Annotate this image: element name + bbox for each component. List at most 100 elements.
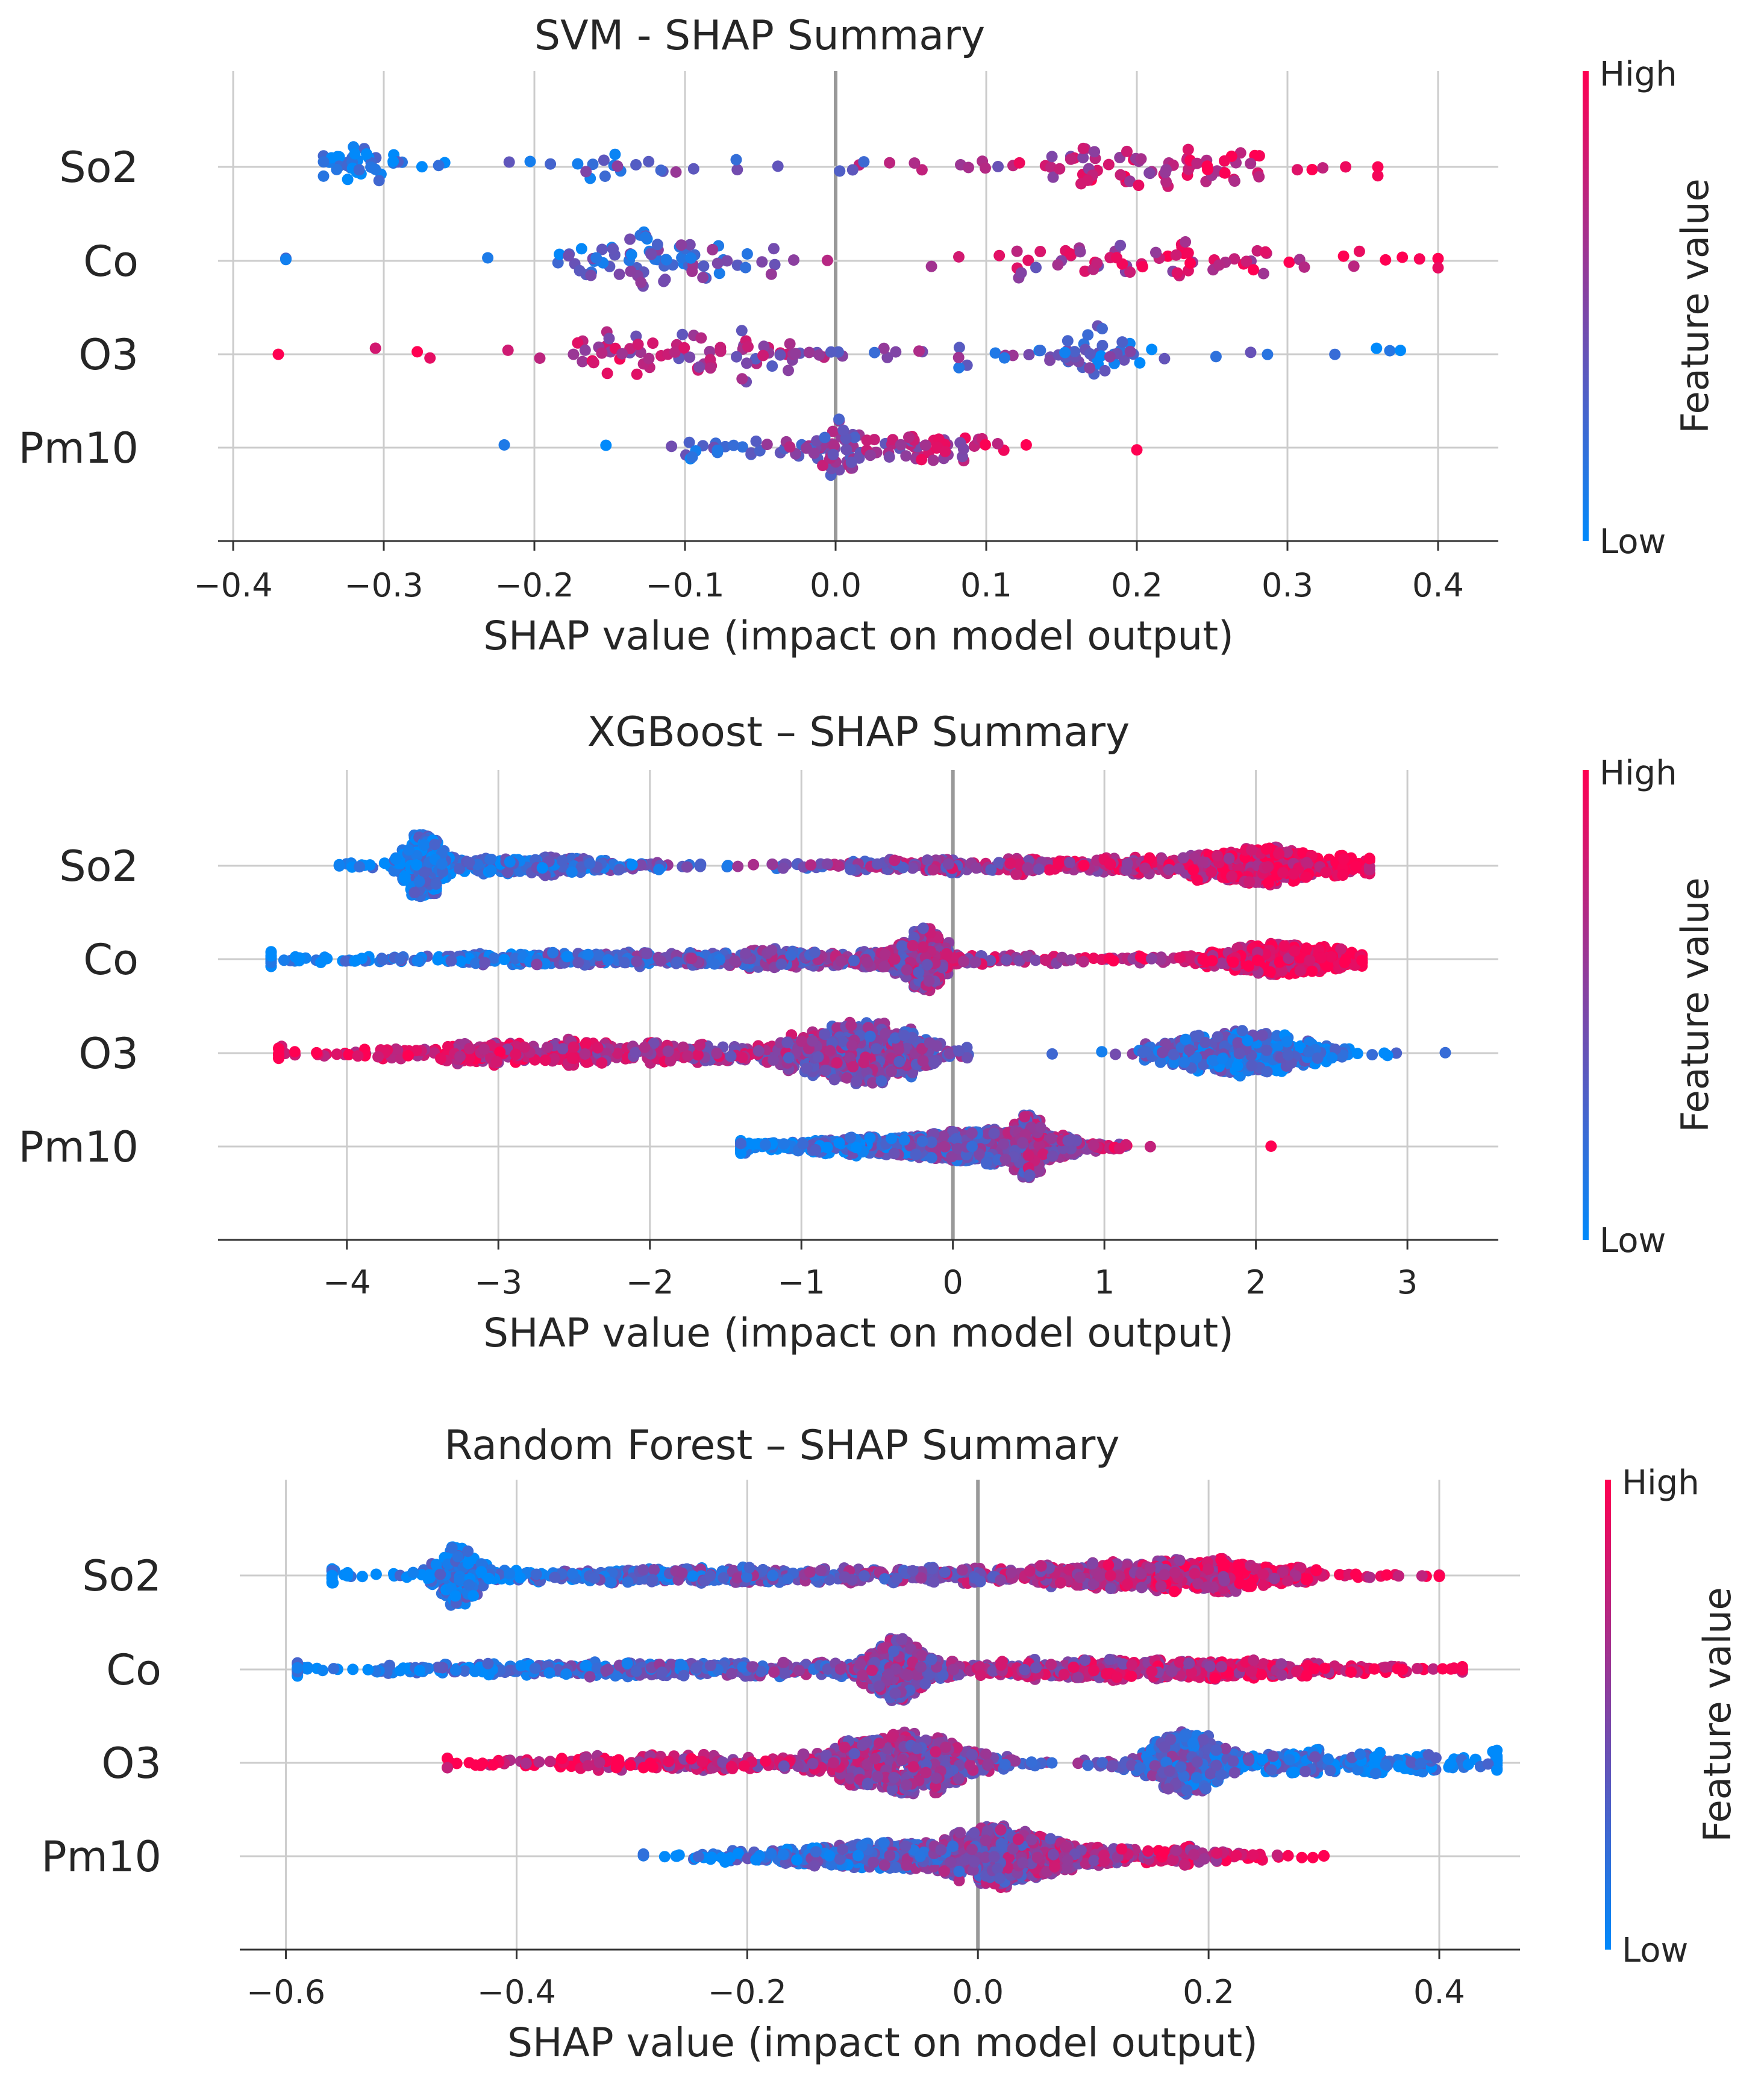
shap-point-so2	[1102, 158, 1115, 171]
shap-point-so2	[1121, 858, 1133, 870]
shap-point-so2	[1187, 864, 1199, 876]
shap-point-so2	[1139, 862, 1151, 874]
shap-point-o3	[435, 1053, 446, 1065]
shap-point-so2	[1337, 853, 1350, 865]
shap-point-so2	[402, 844, 414, 856]
shap-point-o3	[684, 351, 696, 363]
shap-point-so2	[805, 859, 817, 871]
shap-point-o3	[783, 364, 794, 377]
shap-point-pm10	[980, 439, 991, 451]
shap-point-co	[1030, 261, 1042, 274]
shap-point-so2	[349, 148, 361, 160]
shap-point-so2	[834, 165, 846, 177]
shap-point-o3	[1116, 336, 1128, 348]
shap-point-co	[394, 953, 406, 965]
shap-point-o3	[568, 348, 580, 360]
shap-point-co	[1432, 252, 1444, 264]
shap-point-so2	[398, 871, 410, 883]
feature-label-o3: O3	[78, 330, 139, 380]
shap-point-o3	[603, 333, 615, 345]
shap-point-co	[265, 950, 277, 962]
shap-point-o3	[741, 357, 752, 369]
shap-point-co	[552, 257, 564, 269]
shap-point-so2	[1262, 861, 1274, 873]
shap-point-so2	[1010, 868, 1022, 880]
shap-point-pm10	[927, 454, 939, 466]
shap-point-so2	[408, 887, 421, 899]
shap-point-co	[613, 268, 625, 280]
shap-point-o3	[1261, 1044, 1272, 1056]
shap-point-o3	[1282, 1049, 1294, 1061]
shap-point-o3	[1180, 1033, 1192, 1045]
shap-point-co	[741, 248, 753, 260]
shap-point-so2	[463, 857, 475, 868]
shap-point-so2	[985, 864, 997, 876]
shap-point-co	[821, 254, 833, 266]
shap-point-co	[921, 959, 933, 971]
shap-point-o3	[491, 1056, 502, 1068]
shap-point-o3	[1104, 351, 1116, 363]
shap-point-o3	[1140, 1046, 1152, 1058]
shap-point-o3	[725, 1050, 737, 1062]
shap-point-o3	[677, 328, 689, 340]
shap-point-co	[278, 954, 290, 966]
shap-point-so2	[1340, 161, 1352, 173]
shap-point-o3	[289, 1046, 301, 1058]
shap-point-co	[563, 250, 575, 261]
shap-point-o3	[311, 1046, 322, 1059]
shap-point-o3	[463, 1043, 475, 1054]
shap-point-so2	[1121, 145, 1133, 157]
shap-point-so2	[821, 858, 833, 870]
shap-point-co	[1065, 248, 1076, 260]
shap-point-o3	[402, 1050, 414, 1062]
shap-point-co	[411, 955, 424, 967]
shap-point-so2	[1022, 862, 1034, 874]
shap-point-co	[602, 954, 614, 966]
shap-point-co	[740, 261, 751, 274]
shap-point-o3	[1246, 1060, 1258, 1072]
shap-point-co	[676, 252, 688, 264]
shap-point-pm10	[903, 431, 915, 443]
shap-point-so2	[566, 866, 578, 878]
shap-point-so2	[963, 161, 974, 174]
shap-point-o3	[1178, 1056, 1190, 1068]
shap-point-o3	[273, 1048, 285, 1060]
shap-point-co	[641, 948, 653, 960]
shap-point-so2	[599, 171, 611, 182]
shap-point-co	[1077, 956, 1089, 968]
shap-point-o3	[784, 338, 796, 350]
shap-point-so2	[730, 154, 742, 166]
shap-point-o3	[736, 1051, 748, 1063]
shap-point-co	[575, 243, 587, 255]
shap-point-so2	[1124, 175, 1136, 187]
chart-title: SVM - SHAP Summary	[534, 12, 985, 60]
shap-point-co	[1040, 954, 1052, 966]
shap-point-o3	[783, 1052, 795, 1064]
shap-point-o3	[1159, 352, 1171, 364]
shap-point-so2	[670, 166, 682, 178]
shap-point-so2	[361, 148, 372, 160]
shap-point-so2	[871, 858, 883, 870]
shap-point-o3	[819, 1065, 831, 1077]
shap-point-so2	[777, 862, 789, 874]
shap-point-so2	[766, 859, 778, 871]
shap-point-so2	[1078, 859, 1090, 871]
shap-point-so2	[681, 861, 693, 873]
x-tick-label: 0.2	[1111, 566, 1163, 604]
shap-point-so2	[1159, 167, 1171, 178]
shap-point-co	[765, 268, 777, 280]
shap-point-so2	[921, 854, 933, 866]
shap-point-co	[585, 269, 597, 281]
colorbar-high-label: High	[1600, 55, 1677, 94]
shap-point-o3	[886, 1066, 897, 1077]
shap-point-so2	[942, 858, 954, 870]
shap-point-co	[1134, 951, 1146, 963]
shap-point-o3	[1395, 345, 1406, 357]
shap-point-so2	[626, 859, 638, 871]
shap-point-o3	[801, 1062, 813, 1074]
shap-point-co	[1001, 954, 1012, 966]
shap-point-pm10	[900, 450, 912, 462]
shap-point-co	[1432, 262, 1444, 274]
shap-point-so2	[503, 156, 515, 168]
shap-point-co	[1306, 965, 1318, 977]
